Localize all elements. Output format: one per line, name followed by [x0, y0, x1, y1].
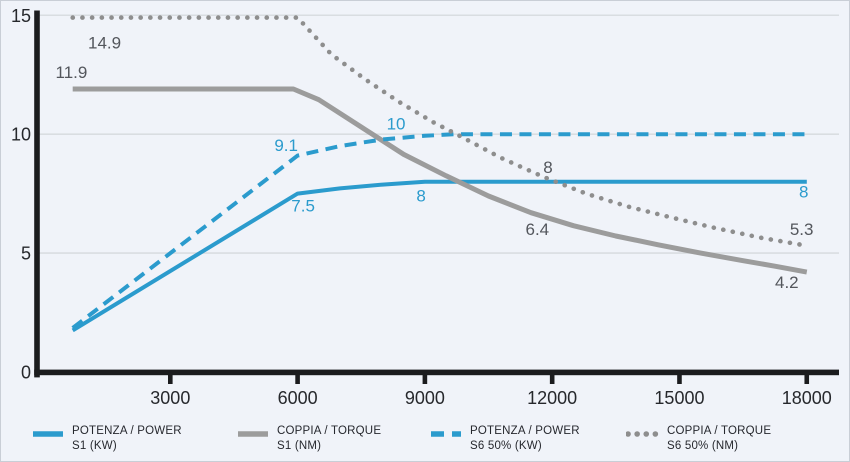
y-tick-label-5: 5	[21, 244, 31, 264]
series-line-power-s6	[71, 132, 807, 330]
point-label-8-7: 8	[543, 158, 552, 177]
legend-item-power-s1: POTENZA / POWER S1 (KW)	[31, 424, 182, 453]
legend-label-line2: S1 (KW)	[72, 439, 117, 452]
legend-item-power-s6: POTENZA / POWER S6 50% (KW)	[429, 424, 580, 453]
x-tick-18000	[804, 373, 810, 384]
legend-label-line2: S6 50% (KW)	[470, 439, 542, 452]
legend-swatch-solid-gray	[238, 431, 268, 437]
x-axis	[34, 369, 839, 376]
legend-swatch-dashed-blue	[431, 431, 461, 437]
x-tick-15000	[677, 373, 682, 384]
y-tick-label-15: 15	[11, 6, 31, 26]
point-label-10-3: 10	[387, 114, 406, 133]
series-line-torque-s6	[70, 15, 810, 248]
point-label-4-2-10: 4.2	[775, 273, 799, 292]
point-label-11-9-1: 11.9	[56, 63, 88, 82]
legend-swatch-dotted-gray	[626, 431, 660, 437]
legend-label-line1: COPPIA / TORQUE	[277, 425, 382, 437]
series-line-power-s1	[71, 179, 807, 333]
legend-item-torque-s6: COPPIA / TORQUE S6 50% (NM)	[626, 424, 771, 453]
legend-label: COPPIA / TORQUE S1 (NM)	[277, 424, 381, 453]
x-tick-9000	[422, 373, 428, 384]
legend-label-line2: S1 (NM)	[277, 439, 322, 452]
chart-plot-area: 3000 6000 9000 12000 15000 18000 0 5 10 15 14.911.…	[11, 6, 839, 408]
point-label-5-3-9: 5.3	[790, 220, 814, 239]
point-label-8-8: 8	[799, 183, 808, 202]
point-label-8-5: 8	[416, 187, 425, 206]
x-tick-label-15000: 15000	[654, 388, 704, 408]
x-tick-12000	[549, 373, 555, 384]
x-tick-label-9000: 9000	[405, 388, 445, 408]
legend-label: POTENZA / POWER S1 (KW)	[72, 424, 182, 453]
y-tick-label-10: 10	[11, 125, 31, 145]
point-label-9-1-2: 9.1	[274, 136, 298, 155]
x-tick-3000	[168, 373, 173, 384]
legend-label: COPPIA / TORQUE S6 50% (NM)	[667, 424, 771, 453]
point-label-14-9-0: 14.9	[88, 34, 121, 53]
legend-swatch-solid-blue	[33, 431, 63, 437]
legend-label-line1: POTENZA / POWER	[470, 425, 580, 437]
y-tick-label-0: 0	[21, 363, 31, 383]
point-label-6-4-6: 6.4	[526, 220, 550, 239]
point-label-7-5-4: 7.5	[291, 197, 315, 216]
legend-label-line1: POTENZA / POWER	[72, 425, 182, 437]
x-tick-label-18000: 18000	[782, 388, 832, 408]
y-axis	[34, 10, 40, 378]
legend-label-line2: S6 50% (NM)	[667, 439, 739, 452]
legend-label-line1: COPPIA / TORQUE	[667, 425, 772, 437]
series-line-torque-s1	[72, 86, 808, 275]
legend-label: POTENZA / POWER S6 50% (KW)	[470, 424, 580, 453]
x-tick-6000	[295, 373, 300, 384]
x-tick-label-12000: 12000	[527, 388, 577, 408]
x-tick-label-6000: 6000	[278, 388, 318, 408]
legend-item-torque-s1: COPPIA / TORQUE S1 (NM)	[236, 424, 381, 453]
x-tick-label-3000: 3000	[150, 388, 190, 408]
